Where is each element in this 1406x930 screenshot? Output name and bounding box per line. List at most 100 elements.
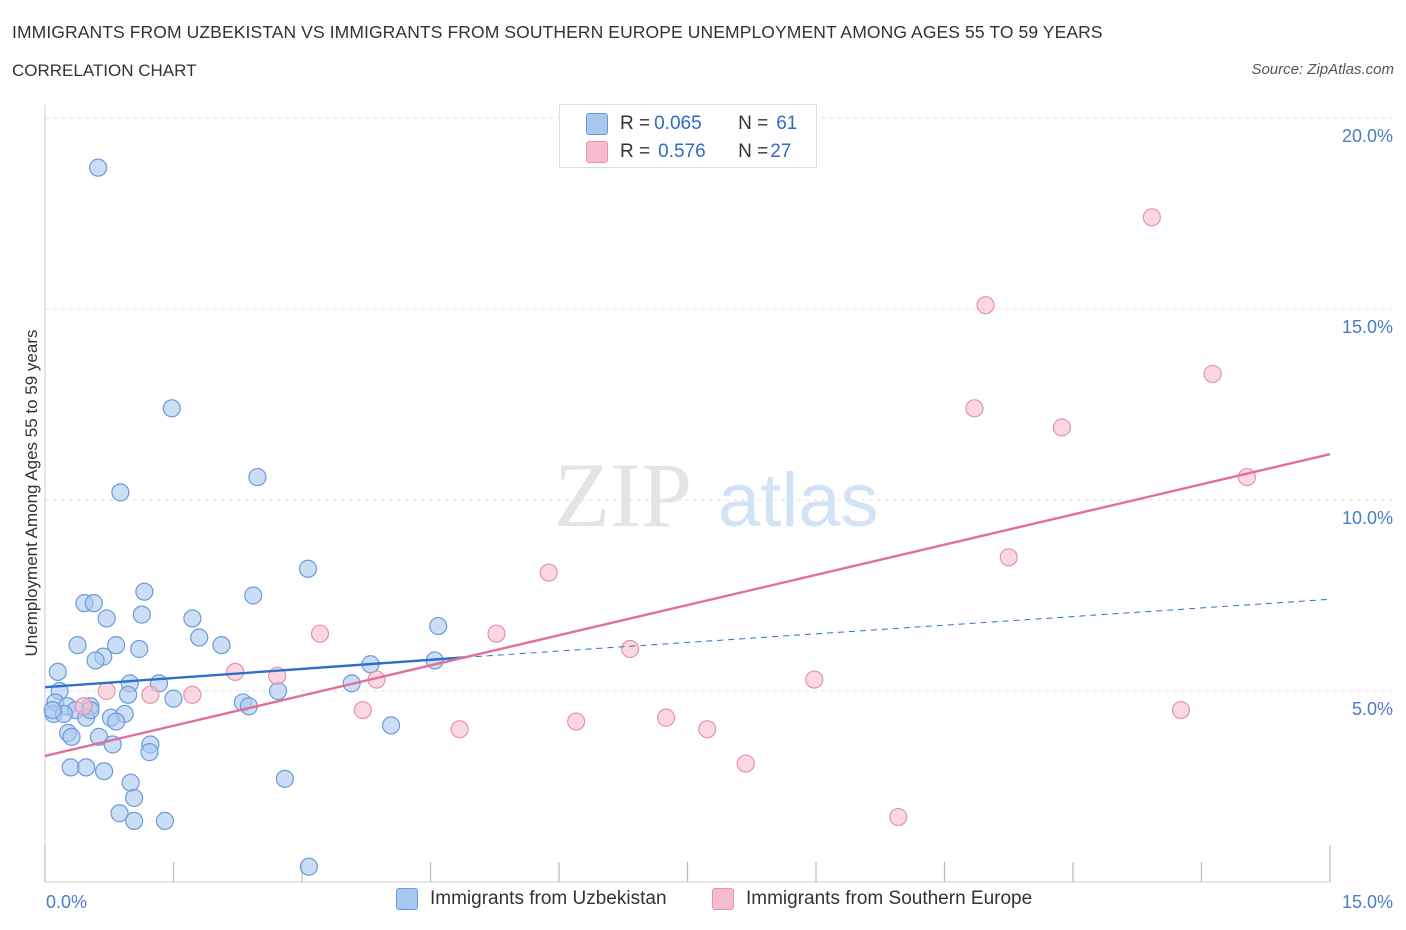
y-tick-label: 20.0%: [1342, 126, 1393, 146]
uzbekistan-point: [111, 483, 130, 502]
southern-europe-point: [805, 670, 824, 689]
stats-row-uzbekistan: R = 0.065 N = 61: [586, 111, 797, 137]
r-value: 0.576: [658, 141, 706, 162]
uzbekistan-point: [43, 700, 62, 720]
southern-europe-point: [539, 563, 558, 582]
data-points: [43, 158, 1257, 876]
southern-europe-point: [1052, 418, 1071, 437]
uzbekistan-point: [61, 758, 80, 777]
source-credit: Source: ZipAtlas.com: [1251, 61, 1394, 78]
r-label: R =: [620, 141, 651, 162]
r-label: R =: [620, 113, 651, 134]
stats-row-southern-europe: R = 0.576 N = 27: [586, 139, 791, 165]
uzbekistan-point: [275, 769, 294, 788]
uzbekistan-point: [86, 651, 105, 670]
legend-label-uzbekistan: Immigrants from Uzbekistan: [430, 888, 667, 909]
uzbekistan-point: [121, 773, 140, 792]
uzbekistan-point: [62, 727, 81, 746]
axes: [44, 105, 1331, 883]
uzbekistan-point: [84, 594, 103, 613]
stats-legend: R = 0.065 N = 61 R = 0.576 N = 27: [559, 104, 817, 168]
southern-europe-swatch: [586, 141, 608, 163]
uzbekistan-point: [299, 857, 318, 876]
southern-europe-point: [450, 720, 469, 739]
legend-swatch-uzbekistan: [396, 888, 418, 910]
uzbekistan-point: [107, 636, 126, 655]
southern-europe-point: [97, 681, 116, 701]
southern-europe-point: [487, 624, 506, 643]
watermark-zip: ZIP: [554, 444, 692, 546]
x-tick-label: 15.0%: [1342, 892, 1393, 912]
n-label: N =: [738, 113, 769, 134]
southern-europe-point: [1142, 208, 1161, 227]
uzbekistan-point: [124, 788, 144, 808]
uzbekistan-point: [89, 158, 108, 177]
uzbekistan-point: [77, 758, 96, 777]
x-tick-label: 0.0%: [46, 892, 87, 912]
legend-swatch-southern-europe: [712, 888, 734, 910]
y-axis-label: Unemployment Among Ages 55 to 59 years: [22, 330, 41, 657]
southern-europe-point: [656, 708, 676, 727]
grid-lines: [45, 117, 1392, 692]
uzbekistan-point: [268, 681, 288, 701]
uzbekistan-trend-line: [464, 598, 1331, 658]
southern-europe-point: [183, 685, 202, 704]
southern-europe-point: [976, 296, 995, 315]
uzbekistan-point: [118, 685, 138, 704]
y-tick-label: 10.0%: [1342, 508, 1393, 528]
uzbekistan-point: [212, 636, 231, 655]
uzbekistan-point: [124, 811, 144, 830]
southern-europe-point: [1171, 700, 1191, 720]
uzbekistan-trend-line: [44, 656, 465, 689]
uzbekistan-point: [135, 582, 154, 601]
legend-item-southern-europe: Immigrants from Southern Europe: [712, 888, 1032, 910]
tick-labels: 5.0% 10.0% 15.0% 20.0% 0.0% 15.0%: [46, 126, 1393, 912]
southern-europe-point: [310, 624, 330, 643]
chart-title: IMMIGRANTS FROM UZBEKISTAN VS IMMIGRANTS…: [12, 22, 1103, 42]
uzbekistan-point: [97, 609, 116, 628]
uzbekistan-point: [48, 662, 67, 682]
uzbekistan-point: [164, 689, 183, 708]
uzbekistan-point: [190, 628, 209, 647]
southern-europe-point: [567, 712, 586, 731]
uzbekistan-point: [244, 586, 263, 605]
uzbekistan-point: [110, 804, 129, 823]
southern-europe-point: [736, 754, 755, 773]
series-legend: Immigrants from Uzbekistan Immigrants fr…: [0, 888, 1406, 918]
uzbekistan-point: [298, 559, 318, 578]
uzbekistan-point: [162, 399, 181, 418]
southern-europe-trend-line: [44, 452, 1331, 758]
uzbekistan-point: [429, 616, 448, 636]
n-value: 27: [770, 141, 792, 162]
uzbekistan-point: [95, 762, 114, 781]
uzbekistan-point: [140, 743, 159, 762]
watermark-atlas: atlas: [718, 458, 879, 543]
southern-europe-point: [621, 639, 640, 659]
southern-europe-point: [965, 399, 984, 418]
y-tick-label: 15.0%: [1342, 317, 1393, 337]
southern-europe-point: [698, 720, 717, 739]
uzbekistan-point: [130, 639, 149, 659]
uzbekistan-point: [248, 467, 267, 487]
uzbekistan-point: [107, 712, 126, 731]
uzbekistan-point: [155, 811, 175, 830]
y-tick-label: 5.0%: [1352, 699, 1393, 719]
southern-europe-point: [999, 548, 1018, 567]
southern-europe-point: [1203, 364, 1222, 384]
r-value: 0.065: [654, 113, 702, 134]
legend-label-southern-europe: Immigrants from Southern Europe: [746, 888, 1033, 909]
southern-europe-point: [141, 685, 160, 704]
southern-europe-point: [74, 697, 93, 716]
southern-europe-point: [226, 662, 245, 682]
southern-europe-point: [889, 807, 908, 827]
chart-subtitle: CORRELATION CHART: [12, 61, 197, 80]
n-label: N =: [738, 141, 769, 162]
trend-lines: [44, 452, 1331, 758]
uzbekistan-point: [183, 609, 202, 628]
n-value: 61: [776, 113, 798, 134]
uzbekistan-swatch: [586, 113, 608, 135]
southern-europe-point: [353, 700, 372, 720]
uzbekistan-point: [381, 716, 401, 735]
watermark: ZIP atlas: [554, 444, 879, 546]
